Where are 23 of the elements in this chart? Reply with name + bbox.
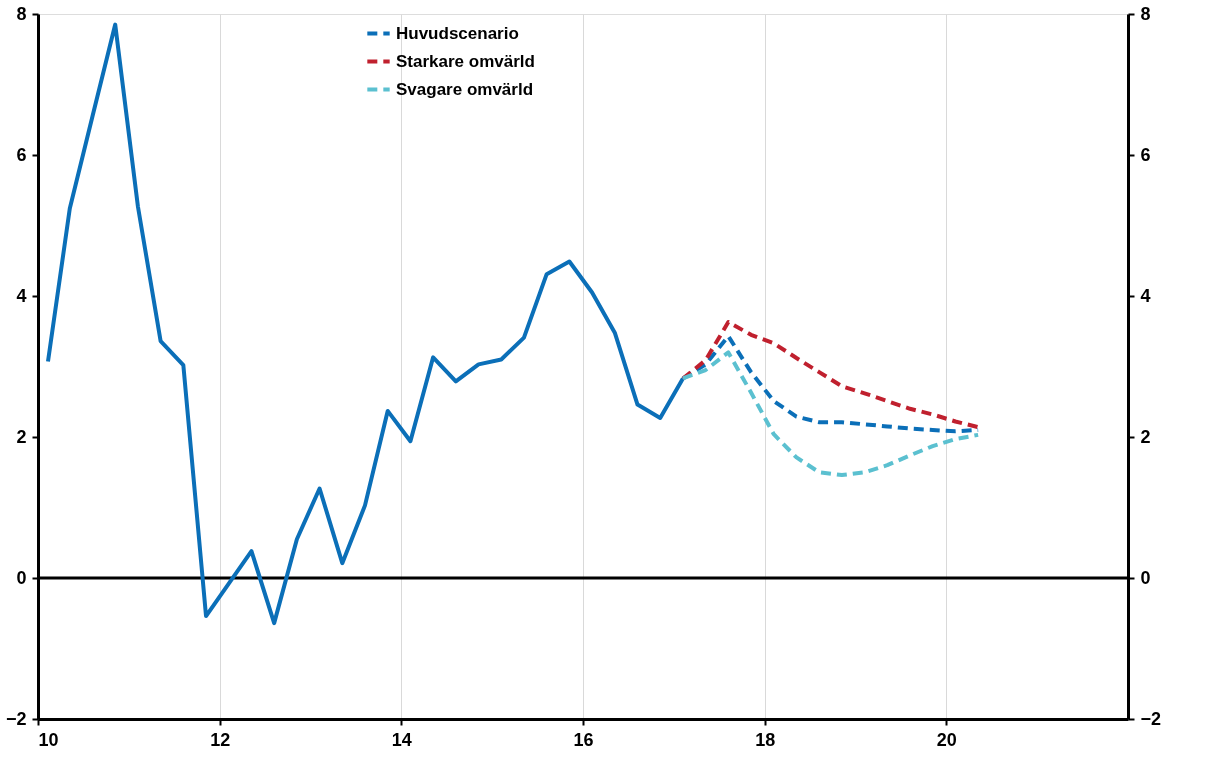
x-tick-label: 10 (38, 729, 59, 750)
x-tick-label: 18 (755, 729, 776, 750)
y-tick-label: 4 (16, 285, 27, 306)
y2-tick-label: 0 (1140, 567, 1151, 588)
x-tick-label: 14 (391, 729, 412, 750)
y2-tick-label: −2 (1140, 708, 1162, 729)
y-tick-label: −2 (5, 708, 27, 729)
y2-tick-label: 2 (1140, 426, 1151, 447)
line-series (680, 350, 981, 478)
line-series (680, 320, 981, 430)
x-tick-label: 20 (936, 729, 957, 750)
legend-label: Starkare omvärld (396, 51, 535, 71)
legend-label: Svagare omvärld (396, 79, 534, 99)
y-tick-label: 6 (16, 144, 27, 165)
y-tick-label: 2 (16, 426, 27, 447)
x-tick-label: 12 (210, 729, 231, 750)
y2-tick-label: 6 (1140, 144, 1151, 165)
legend-label: Huvudscenario (396, 23, 519, 43)
x-tick-label: 16 (573, 729, 594, 750)
y-tick-label: 0 (16, 567, 27, 588)
y2-tick-label: 4 (1140, 285, 1151, 306)
y2-tick-label: 8 (1140, 3, 1151, 24)
y-tick-label: 8 (16, 3, 27, 24)
